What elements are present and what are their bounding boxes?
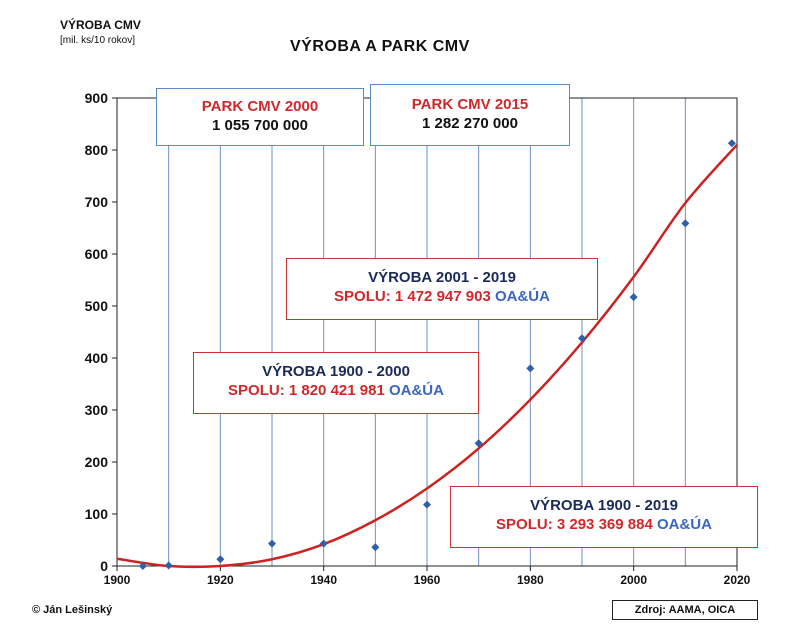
copyright-text: © Ján Lešinský — [32, 604, 113, 616]
x-tick-label: 1940 — [310, 573, 337, 587]
vyroba-2001-2019-label: VÝROBA 2001 - 2019 — [368, 269, 516, 286]
y-tick-label: 100 — [85, 506, 109, 522]
point-layer — [138, 139, 736, 570]
data-point — [268, 539, 276, 548]
x-tick-label: 1920 — [207, 573, 234, 587]
park-2000-value: 1 055 700 000 — [212, 116, 308, 134]
vyroba-1900-2000-suffix: OA&ÚA — [388, 381, 444, 399]
axis-layer: 0 100 200 300 400 500 600 700 800 900 1900 1920 1940… — [85, 90, 751, 587]
vyroba-1900-2000-spolu: SPOLU: 1 820 421 981 — [228, 381, 385, 399]
park-2015-box: PARK CMV 2015 1 282 270 000 — [370, 84, 570, 146]
vyroba-1900-2019-box: VÝROBA 1900 - 2019 SPOLU: 3 293 369 884 … — [450, 486, 758, 548]
vyroba-2001-2019-box: VÝROBA 2001 - 2019 SPOLU: 1 472 947 903 … — [286, 258, 598, 320]
y-tick-label: 500 — [85, 298, 109, 314]
vyroba-2001-2019-spolu: SPOLU: 1 472 947 903 — [334, 287, 491, 305]
source-box: Zdroj: AAMA, OICA — [612, 600, 758, 620]
data-point — [727, 139, 736, 148]
x-tick-label: 2020 — [724, 573, 751, 587]
vyroba-1900-2019-label: VÝROBA 1900 - 2019 — [530, 497, 678, 514]
y-tick-label: 700 — [85, 194, 109, 210]
y-tick-label: 900 — [85, 90, 109, 106]
park-2000-label: PARK CMV 2000 — [201, 98, 319, 115]
vyroba-1900-2019-suffix: OA&ÚA — [656, 515, 712, 533]
y-tick-label: 800 — [85, 142, 109, 158]
y-axis-unit: [mil. ks/10 rokov] — [60, 35, 136, 46]
y-tick-label: 300 — [85, 402, 109, 418]
y-axis-title: VÝROBA CMV — [60, 18, 141, 32]
chart-title: VÝROBA A PARK CMV — [290, 38, 470, 55]
data-point — [526, 364, 535, 373]
park-2000-box: PARK CMV 2000 1 055 700 000 — [156, 88, 364, 146]
data-point — [216, 555, 225, 564]
vyroba-2001-2019-suffix: OA&ÚA — [494, 287, 550, 305]
source-text: Zdroj: AAMA, OICA — [634, 604, 736, 616]
park-2015-value: 1 282 270 000 — [422, 114, 518, 132]
vyroba-1900-2000-label: VÝROBA 1900 - 2000 — [262, 363, 410, 380]
trendline — [116, 143, 738, 569]
data-point — [578, 334, 586, 343]
data-point — [138, 562, 147, 570]
x-tick-label: 2000 — [620, 573, 647, 587]
trend-layer — [116, 143, 738, 569]
data-point — [371, 543, 380, 552]
x-tick-label: 1980 — [517, 573, 544, 587]
y-tick-label: 600 — [85, 246, 109, 262]
park-2015-label: PARK CMV 2015 — [411, 96, 529, 113]
data-point — [164, 561, 173, 570]
x-tick-label: 1900 — [104, 573, 131, 587]
data-point — [423, 500, 431, 509]
data-point — [319, 539, 328, 548]
data-point — [629, 293, 638, 302]
x-tick-label: 1960 — [414, 573, 441, 587]
data-point — [474, 439, 483, 448]
y-tick-label: 0 — [100, 558, 108, 574]
data-point — [681, 219, 690, 228]
vyroba-1900-2000-box: VÝROBA 1900 - 2000 SPOLU: 1 820 421 981 … — [193, 352, 479, 414]
vyroba-1900-2019-spolu: SPOLU: 3 293 369 884 — [496, 515, 653, 533]
y-tick-label: 200 — [85, 454, 109, 470]
y-tick-label: 400 — [85, 350, 109, 366]
